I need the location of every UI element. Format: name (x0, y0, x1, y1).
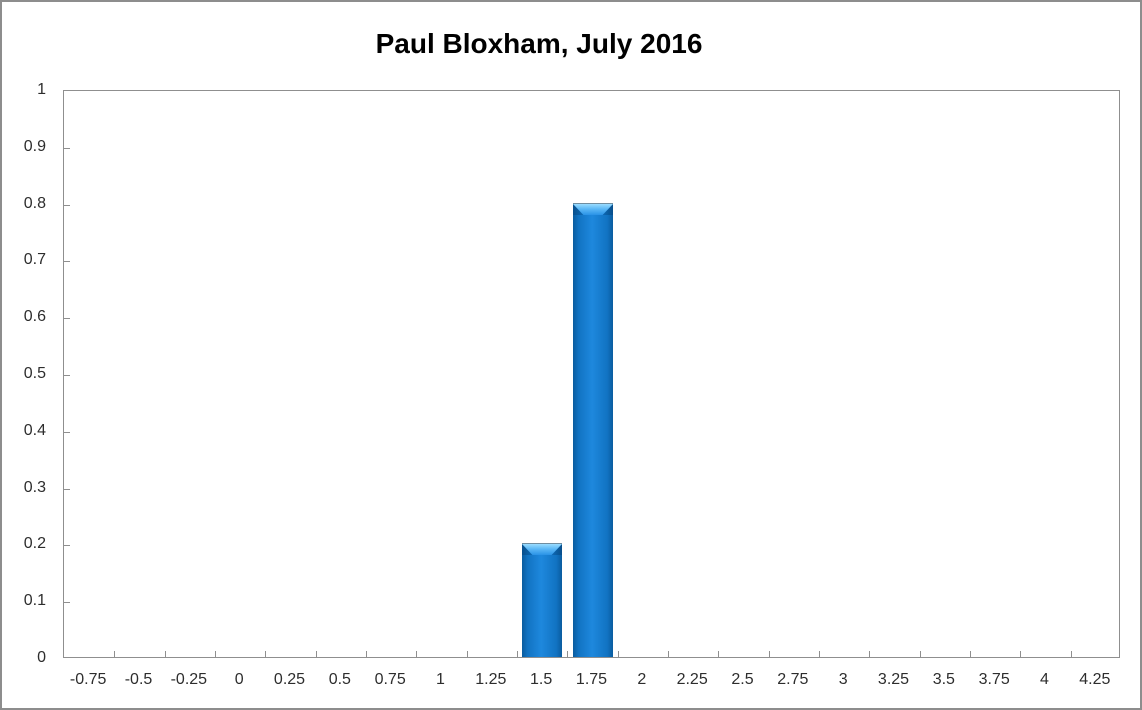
x-axis-label: -0.75 (69, 671, 107, 688)
x-axis-tick (165, 651, 166, 657)
x-axis-tick (618, 651, 619, 657)
y-axis-tick (64, 432, 70, 433)
x-axis-label: 0.25 (273, 671, 306, 688)
x-axis-tick (567, 651, 568, 657)
x-axis-tick (970, 651, 971, 657)
chart-title: Paul Bloxham, July 2016 (375, 28, 703, 59)
x-axis-label: 3.75 (978, 671, 1010, 688)
bar-bevel-cap (522, 544, 562, 555)
y-axis-label: 0.9 (23, 137, 46, 155)
bar-body (522, 555, 562, 657)
y-axis-tick (64, 318, 70, 319)
x-axis-label: 0 (234, 671, 244, 688)
y-axis-label: 1 (37, 81, 46, 98)
plot-area (63, 90, 1120, 658)
x-axis-tick (769, 651, 770, 657)
y-axis-label: 0.3 (23, 478, 46, 496)
x-axis-tick (1020, 651, 1021, 657)
y-axis-tick (64, 545, 70, 546)
x-axis-label: 0.5 (328, 671, 351, 688)
x-axis-label: 0.75 (374, 671, 406, 688)
y-axis-tick (64, 261, 70, 262)
x-axis-label: 1.5 (530, 671, 553, 688)
x-axis-tick (265, 651, 266, 657)
x-axis-tick (920, 651, 921, 657)
y-axis-label: 0.5 (23, 365, 46, 382)
y-axis-tick (64, 375, 70, 376)
y-axis-label: 0.2 (23, 535, 46, 553)
x-axis-label: 2.25 (676, 671, 708, 688)
y-axis-label: 0 (37, 649, 46, 666)
x-axis-label: 3.25 (877, 671, 910, 688)
x-axis-tick (668, 651, 669, 657)
x-axis-label: 4.25 (1079, 671, 1111, 688)
y-axis-label: 0.1 (23, 592, 46, 610)
x-axis-tick (114, 651, 115, 657)
y-axis-tick (64, 148, 70, 149)
x-axis-tick (316, 651, 317, 657)
x-axis-tick (416, 651, 417, 657)
x-axis-tick (215, 651, 216, 657)
x-axis-tick (869, 651, 870, 657)
bar-1.5 (522, 543, 562, 657)
x-axis-tick (819, 651, 820, 657)
x-axis-tick (718, 651, 719, 657)
x-axis-label: 2 (637, 671, 647, 688)
x-axis-label: 1 (436, 671, 445, 688)
x-axis-tick (366, 651, 367, 657)
x-axis-label: 3.5 (932, 671, 955, 688)
x-axis-label: 3 (838, 671, 848, 688)
bar-1.75 (573, 203, 613, 657)
x-axis-label: -0.25 (170, 671, 208, 688)
y-axis-label: 0.4 (23, 421, 46, 439)
y-axis-label: 0.7 (23, 251, 46, 269)
x-axis-tick (467, 651, 468, 657)
x-axis-tick (517, 651, 518, 657)
x-axis-tick (1071, 651, 1072, 657)
bar-bevel-cap (573, 204, 613, 215)
y-axis-label: 0.6 (23, 308, 46, 326)
x-axis-label: 4 (1040, 671, 1049, 688)
x-axis-label: 1.25 (475, 671, 507, 688)
x-axis-label: -0.5 (124, 671, 153, 688)
bar-body (573, 215, 613, 657)
x-axis-label: 1.75 (575, 671, 608, 688)
y-axis-tick (64, 205, 70, 206)
x-axis-label: 2.5 (731, 671, 754, 688)
y-axis-tick (64, 602, 70, 603)
y-axis-tick (64, 489, 70, 490)
x-axis-label: 2.75 (777, 671, 809, 688)
y-axis-label: 0.8 (23, 194, 46, 212)
